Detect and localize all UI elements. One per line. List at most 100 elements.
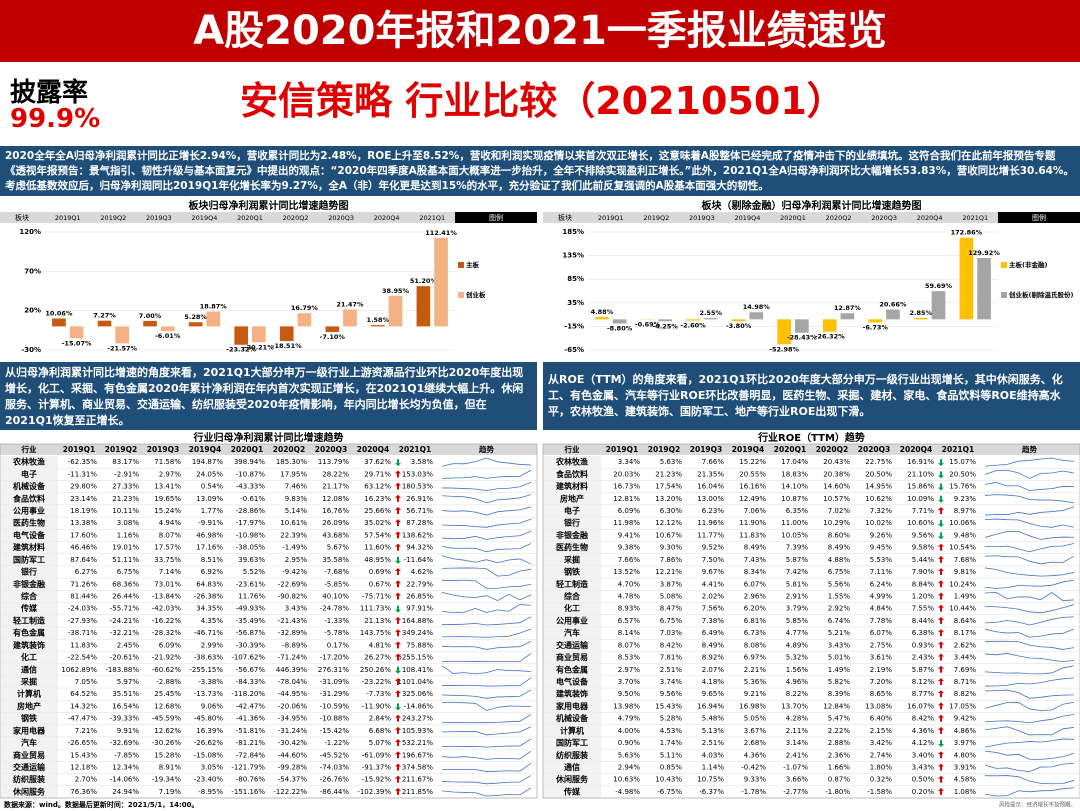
cell-value: -24.03% — [68, 605, 98, 613]
cell-value: 8.97% — [954, 507, 977, 515]
sparkline — [984, 628, 1075, 638]
bar — [595, 317, 609, 320]
bar — [868, 319, 883, 323]
cell-value: -1.33% — [324, 617, 349, 625]
trend-arrow — [395, 531, 401, 539]
cell-value: 9.56% — [912, 531, 935, 539]
cell-value: 0.50% — [912, 776, 935, 784]
cell-value: 3.08% — [117, 519, 140, 527]
cell-value: 12.84% — [823, 702, 850, 710]
sparkline — [984, 653, 1075, 663]
cell-value: 20.38% — [823, 470, 850, 478]
cell-value: 3.43% — [912, 763, 935, 771]
header-cell: 2020Q2 — [273, 445, 305, 454]
cell-value: -49.93% — [236, 605, 266, 613]
industry-name: 轻工制造 — [556, 579, 588, 589]
header-row — [543, 444, 1080, 455]
cell-value: 532.21% — [402, 739, 433, 747]
data-label: -8.80% — [607, 324, 633, 332]
cell-value: 398.94% — [234, 458, 265, 466]
cell-value: -56.87% — [236, 629, 266, 637]
cell-value: -24.78% — [320, 605, 350, 613]
cell-value: 7.69% — [954, 666, 977, 674]
cell-value: 4.62% — [411, 568, 434, 576]
cell-value: 27.33% — [112, 483, 139, 491]
cell-value: 9.81% — [954, 568, 977, 576]
cell-value: 4.86% — [954, 727, 977, 735]
cell-value: 4.77% — [786, 629, 809, 637]
cell-value: 5.13% — [702, 727, 725, 735]
sparkline — [441, 555, 532, 565]
cell-value: 7.05% — [75, 678, 98, 686]
sparkline — [984, 689, 1075, 699]
header-row — [0, 444, 537, 455]
sparkline — [984, 701, 1075, 711]
cell-value: 7.19% — [159, 788, 182, 796]
cell-value: 2.92% — [828, 605, 851, 613]
cell-value: 6.09% — [159, 641, 182, 649]
x-header: 2020Q3 — [871, 214, 897, 222]
cell-value: 2.84% — [369, 715, 392, 723]
cell-value: -78.04% — [278, 678, 308, 686]
cell-value: 4.35% — [201, 617, 224, 625]
cell-value: 7.03% — [660, 629, 683, 637]
cell-value: -20.61% — [110, 654, 140, 662]
cell-value: 4.18% — [702, 678, 725, 686]
sparkline — [441, 567, 532, 577]
cell-value: 4.58% — [954, 776, 977, 784]
cell-value: -5.85% — [324, 580, 349, 588]
cell-value: 17.04% — [781, 458, 808, 466]
cell-value: -1.07% — [783, 763, 808, 771]
data-label: 129.92% — [968, 249, 1000, 257]
cell-value: 7.78% — [870, 617, 893, 625]
cell-value: -21.43% — [278, 617, 308, 625]
sparkline — [441, 616, 532, 626]
cell-value: 73.01% — [154, 580, 181, 588]
header-cell: 2020Q1 — [231, 445, 263, 454]
name-cell — [543, 675, 601, 689]
header-cell: 行业 — [21, 444, 37, 454]
cell-value: 2.15% — [870, 727, 893, 735]
cell-value: 63.12% — [364, 483, 391, 491]
cell-value: 37.62% — [364, 458, 391, 466]
sparkline — [984, 518, 1075, 528]
industry-name: 非银金融 — [13, 579, 45, 589]
cell-value: 14.10% — [781, 483, 808, 491]
industry-name: 化工 — [21, 652, 37, 662]
cell-value: 13.38% — [70, 519, 97, 527]
cell-value: 1101.04% — [397, 678, 433, 686]
cell-value: 17.57% — [154, 544, 181, 552]
cell-value: 4.03% — [702, 751, 725, 759]
cell-value: 4.28% — [786, 715, 809, 723]
cell-value: 3.70% — [618, 678, 641, 686]
cell-value: 4.99% — [870, 592, 893, 600]
data-label: 7.00% — [139, 312, 162, 320]
legend-label: 创业板(剔除温氏股份) — [1008, 290, 1073, 299]
cell-value: 3.97% — [954, 739, 977, 747]
cell-value: 7.55% — [912, 605, 935, 613]
cell-value: -6.75% — [657, 788, 682, 796]
cell-value: -22.54% — [68, 654, 98, 662]
cell-value: 2.68% — [744, 739, 767, 747]
cell-value: 3.42% — [870, 739, 893, 747]
cell-value: -46.71% — [194, 629, 224, 637]
legend-swatch — [458, 292, 464, 298]
cell-value: 8.82% — [954, 690, 977, 698]
sparkline — [441, 543, 532, 553]
name-cell — [543, 602, 601, 615]
cell-value: 14.60% — [823, 483, 850, 491]
data-label: 1.58% — [367, 316, 390, 324]
cell-value: 113.79% — [318, 458, 349, 466]
cell-value: 28.22% — [322, 470, 349, 478]
sparkline — [441, 530, 532, 540]
cell-value: 5.67% — [327, 544, 350, 552]
cell-value: 6255.15% — [397, 654, 433, 662]
subtitle: 安信策略 行业比较（20210501） — [240, 79, 845, 123]
cell-value: 7.90% — [912, 568, 935, 576]
cell-value: -1.49% — [282, 544, 307, 552]
cell-value: 8.53% — [618, 654, 641, 662]
y-tick-label: 85% — [567, 275, 584, 283]
cell-value: 12.34% — [112, 763, 139, 771]
cell-value: -90.82% — [278, 592, 308, 600]
industry-name: 家用电器 — [13, 725, 46, 735]
